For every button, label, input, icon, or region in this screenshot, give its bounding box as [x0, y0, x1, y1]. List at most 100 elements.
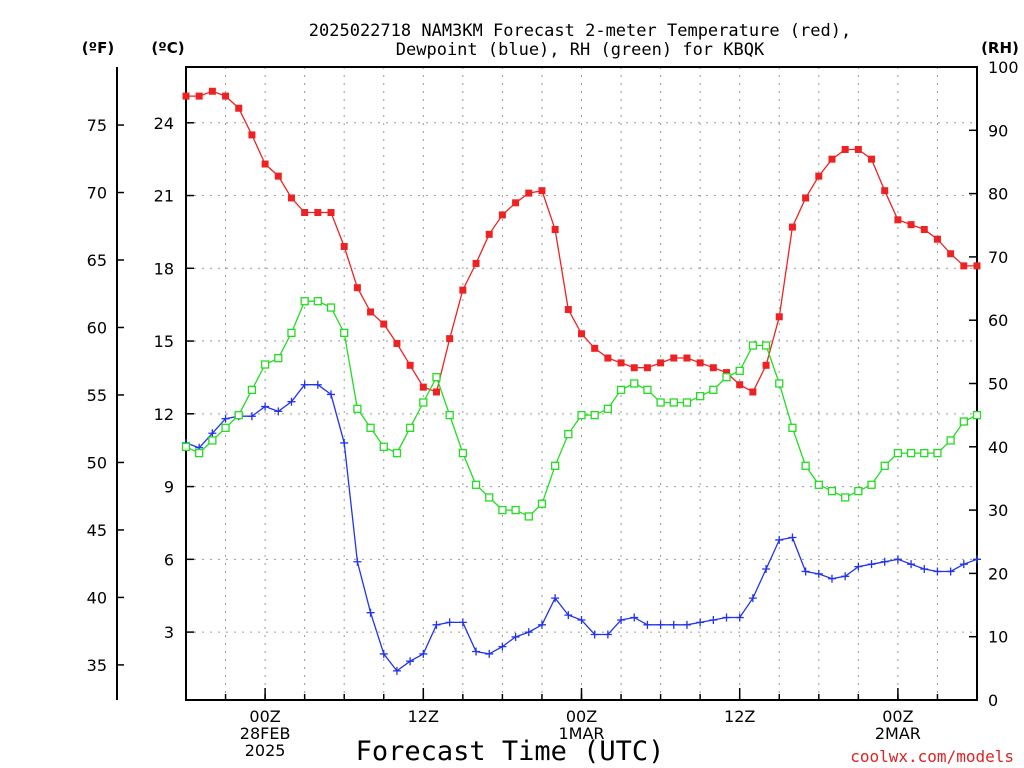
dewpoint-point — [617, 615, 626, 624]
rh-point — [735, 366, 744, 375]
temperature-point — [367, 308, 375, 316]
rh-point — [247, 385, 257, 394]
dewpoint-point — [893, 555, 902, 564]
celsius-tick-label: 9 — [164, 478, 174, 497]
temperature-point — [670, 354, 678, 362]
rh-tick-label: 30 — [988, 501, 1008, 520]
rh-point — [445, 410, 454, 420]
dewpoint-point — [827, 574, 836, 583]
temperature-point — [459, 286, 467, 294]
time-tick-label: 28FEB — [240, 724, 291, 743]
temperature-point — [538, 187, 546, 195]
fahrenheit-tick-label: 45 — [87, 521, 107, 540]
rh-point — [274, 354, 283, 363]
dewpoint-point — [287, 397, 296, 406]
dewpoint-point — [247, 412, 256, 421]
fahrenheit-tick-label: 40 — [87, 588, 107, 607]
temperature-point — [340, 242, 348, 250]
dewpoint-point — [340, 438, 349, 447]
time-tick-label: 1MAR — [558, 724, 604, 743]
dewpoint-point — [432, 620, 441, 629]
rh-point — [405, 423, 415, 432]
rh-point — [880, 461, 889, 470]
temperature-point — [498, 211, 506, 219]
rh-point — [537, 499, 547, 508]
dewpoint-point — [907, 560, 916, 569]
temperature-point — [696, 359, 704, 367]
rh-point — [340, 328, 349, 338]
temperature-point — [749, 388, 757, 396]
dewpoint-point — [353, 557, 362, 566]
fahrenheit-tick-label: 55 — [87, 386, 107, 405]
temperature-point — [287, 194, 295, 202]
temperature-point — [525, 189, 533, 197]
time-tick-label: 00Z — [882, 707, 913, 726]
dewpoint-point — [841, 572, 850, 581]
rh-point — [313, 297, 322, 306]
temperature-point — [775, 313, 783, 321]
celsius-tick-label: 3 — [164, 623, 174, 642]
dewpoint-point — [748, 594, 757, 603]
temperature-line — [186, 90, 977, 393]
temperature-point — [591, 344, 599, 352]
temperature-point — [630, 364, 638, 372]
rh-tick-label: 80 — [988, 185, 1008, 204]
temperature-point — [907, 221, 915, 229]
dewpoint-point — [458, 618, 467, 627]
dewpoint-point — [920, 565, 929, 574]
temperature-point — [432, 388, 440, 396]
rh-point — [511, 505, 520, 515]
rh-point — [458, 448, 468, 458]
rh-point — [366, 423, 375, 432]
rh-point — [801, 461, 810, 470]
rh-point — [260, 360, 270, 369]
rh-point — [906, 448, 916, 458]
temperature-point — [881, 187, 889, 195]
rh-point — [432, 373, 441, 382]
temperature-point — [406, 361, 414, 369]
rh-point — [709, 385, 718, 394]
dewpoint-point — [656, 620, 665, 629]
rh-point — [814, 480, 823, 489]
dewpoint-point — [788, 533, 797, 542]
rh-point — [181, 442, 191, 451]
temperature-point — [736, 381, 744, 389]
rh-point — [287, 328, 296, 338]
rh-point — [959, 417, 968, 426]
dewpoint-point — [775, 535, 784, 544]
rh-point — [775, 379, 784, 388]
rh-point — [696, 392, 705, 401]
temperature-point — [868, 155, 876, 163]
rh-tick-label: 60 — [988, 311, 1008, 330]
dewpoint-point — [327, 390, 336, 399]
dewpoint-point — [643, 620, 652, 629]
gridlines — [186, 67, 977, 700]
dewpoint-point — [392, 666, 401, 675]
rh-tick-label: 40 — [988, 438, 1008, 457]
rh-point — [669, 398, 678, 407]
temperature-point — [683, 354, 691, 362]
rh-tick-label: 20 — [988, 564, 1008, 583]
temperature-point — [709, 364, 717, 372]
rh-tick-label: 100 — [988, 58, 1019, 77]
chart-title-line-1: 2025022718 NAM3KM Forecast 2-meter Tempe… — [309, 21, 851, 41]
temperature-point — [327, 209, 335, 217]
dewpoint-point — [630, 613, 639, 622]
dewpoint-point — [669, 620, 678, 629]
temperature-point — [643, 364, 651, 372]
temperature-series — [182, 87, 981, 396]
time-tick-label: 12Z — [408, 707, 439, 726]
rh-point — [471, 480, 481, 489]
temperature-point — [235, 104, 243, 112]
dewpoint-point — [313, 380, 322, 389]
dewpoint-point — [498, 642, 507, 651]
celsius-tick-label: 15 — [154, 332, 174, 351]
rh-point — [722, 373, 731, 382]
dewpoint-point — [762, 565, 771, 574]
rh-point — [590, 410, 599, 420]
rh-point — [656, 398, 665, 407]
temperature-point — [446, 335, 454, 343]
temperature-point — [274, 172, 282, 180]
rh-point — [893, 448, 903, 458]
